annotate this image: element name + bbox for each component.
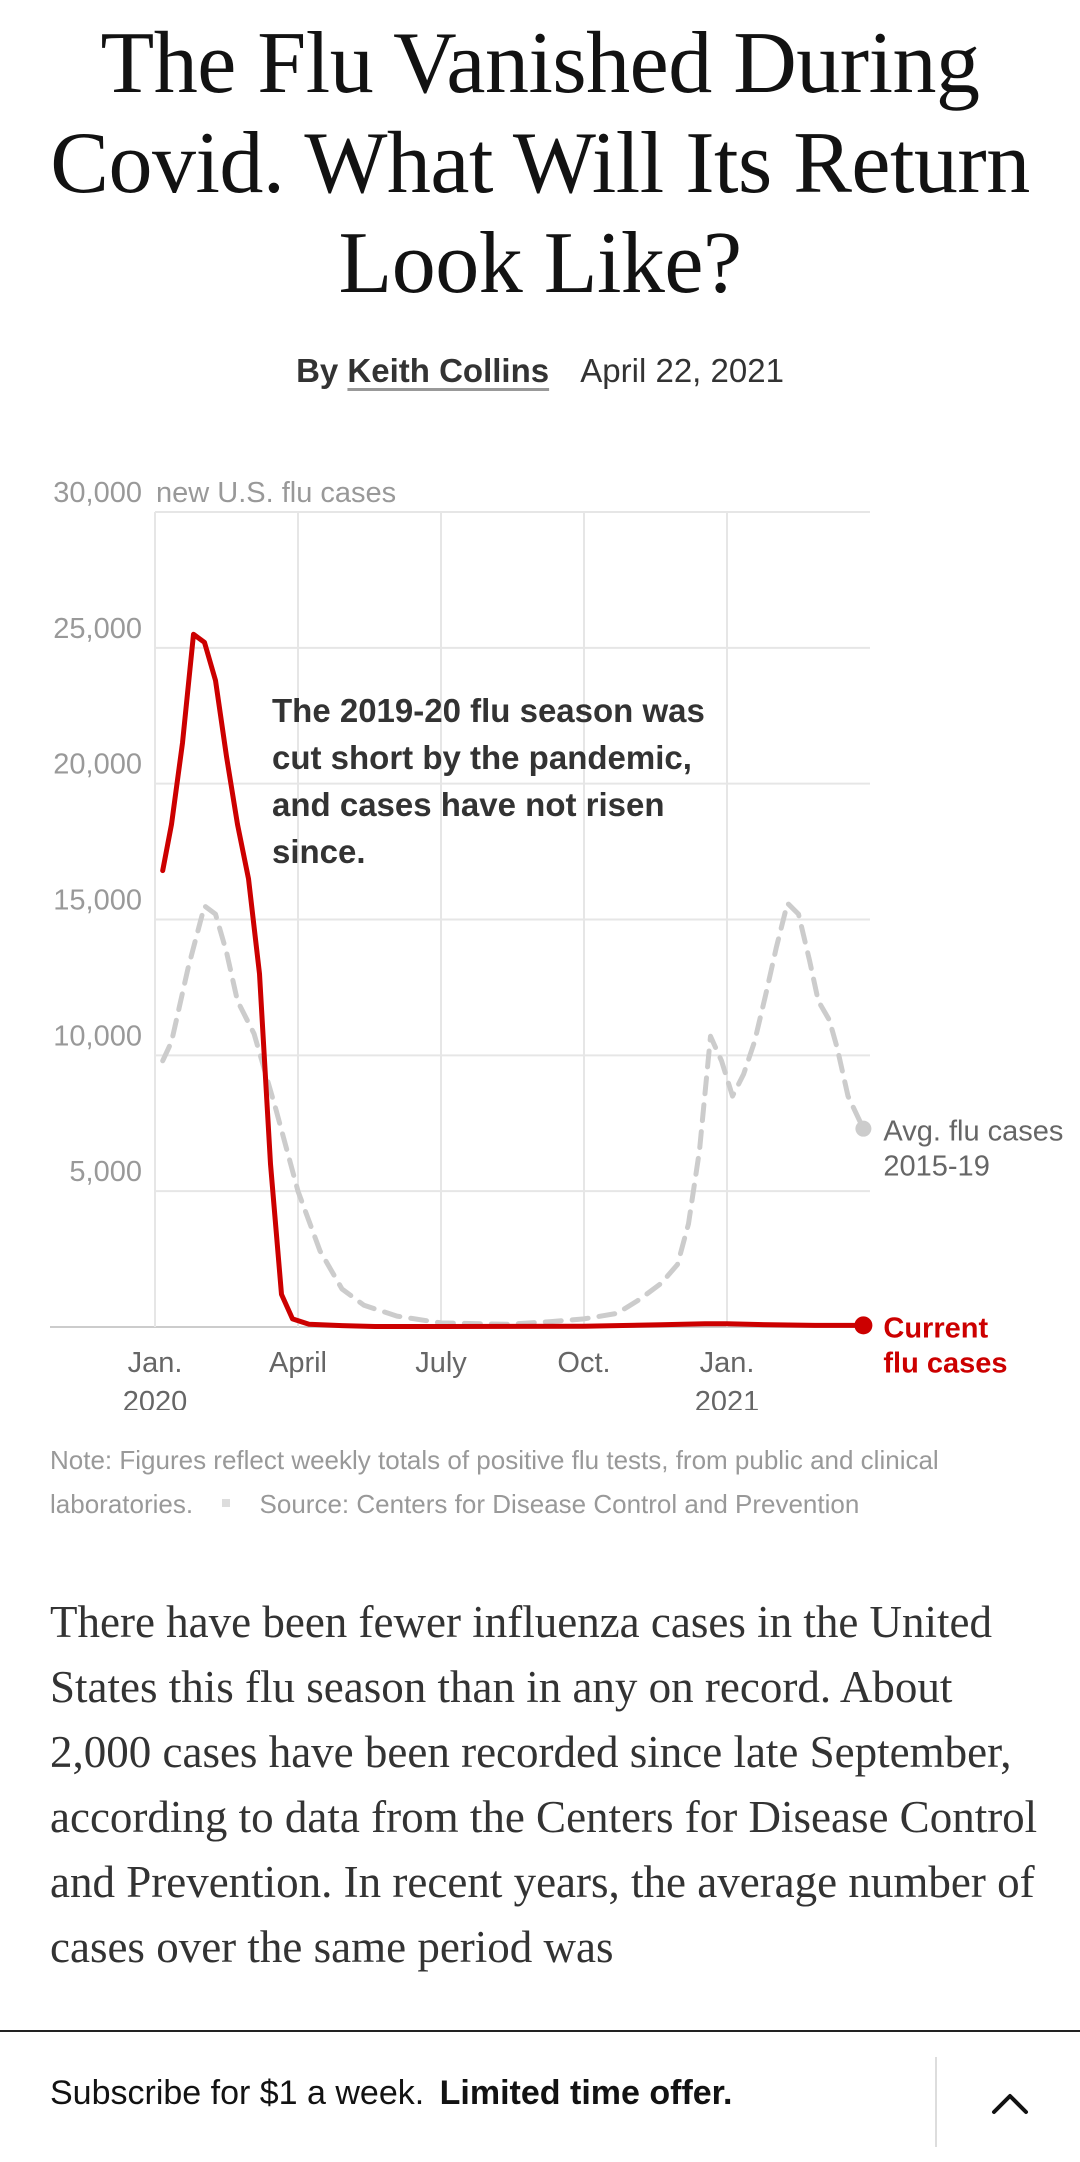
separator-dot xyxy=(222,1499,231,1508)
x-tick-label: July xyxy=(415,1347,467,1379)
subscribe-text: Subscribe for $1 a week. xyxy=(50,2074,425,2112)
divider xyxy=(935,2057,937,2147)
note-text: Note: Figures reflect weekly totals of p… xyxy=(50,1445,939,1519)
source-text: Source: Centers for Disease Control and … xyxy=(259,1489,860,1519)
y-axis-ticks: 5,000 10,000 15,000 20,000 25,000 30,000 new U… xyxy=(53,477,396,1188)
x-tick-sublabel: 2020 xyxy=(123,1386,188,1410)
chart-annotation: The 2019-20 flu season was cut short by t… xyxy=(272,692,705,870)
x-tick-label: Oct. xyxy=(557,1347,610,1379)
x-tick-label: Jan. xyxy=(700,1347,755,1379)
limited-offer-text: Limited time offer. xyxy=(439,2074,733,2112)
y-tick-label: 5,000 xyxy=(69,1156,142,1188)
annotation-text: The 2019-20 flu season was cut short by t… xyxy=(272,692,705,870)
series-label-line2: flu cases xyxy=(883,1347,1007,1379)
flu-cases-chart: 5,000 10,000 15,000 20,000 25,000 30,000 new U… xyxy=(50,477,1063,1410)
y-tick-label: 20,000 xyxy=(53,749,142,781)
byline: By Keith Collins April 22, 2021 xyxy=(0,352,1080,390)
x-tick-sublabel: 2021 xyxy=(695,1386,760,1410)
y-tick-label: 10,000 xyxy=(53,1020,142,1052)
x-tick-label: Jan. xyxy=(128,1347,183,1379)
author-link[interactable]: Keith Collins xyxy=(347,352,550,389)
current-flu-cases-line xyxy=(160,631,866,1329)
x-axis-ticks: Jan. 2020 April July Oct. Jan. 2021 xyxy=(123,1347,760,1410)
publish-date: April 22, 2021 xyxy=(580,352,784,389)
article-body-paragraph: There have been fewer influenza cases in… xyxy=(50,1597,1038,1972)
byline-by: By xyxy=(296,352,339,389)
subscribe-bar: Subscribe for $1 a week. Limited time of… xyxy=(0,2030,1080,2162)
average-endpoint-dot xyxy=(855,1120,872,1137)
y-tick-label: 30,000 xyxy=(53,477,142,509)
y-tick-label: 25,000 xyxy=(53,613,142,645)
y-tick-label: 15,000 xyxy=(53,885,142,917)
current-endpoint-dot xyxy=(854,1316,873,1335)
chart-grid xyxy=(50,511,870,1328)
chart-lines xyxy=(160,631,873,1335)
series-label-line1: Current xyxy=(883,1312,988,1344)
article-headline: The Flu Vanished During Covid. What Will… xyxy=(50,15,1030,312)
series-label-line2: 2015-19 xyxy=(883,1151,989,1183)
chevron-up-icon xyxy=(992,2094,1028,2114)
y-axis-title: new U.S. flu cases xyxy=(156,477,396,509)
subscribe-link[interactable]: Subscribe for $1 a week. Limited time of… xyxy=(50,2074,732,2113)
series-label-line1: Avg. flu cases xyxy=(883,1116,1063,1148)
chart-note: Note: Figures reflect weekly totals of p… xyxy=(50,1438,1040,1526)
expand-button[interactable] xyxy=(970,2062,1050,2142)
average-flu-cases-line xyxy=(160,900,866,1327)
x-tick-label: April xyxy=(269,1347,327,1379)
